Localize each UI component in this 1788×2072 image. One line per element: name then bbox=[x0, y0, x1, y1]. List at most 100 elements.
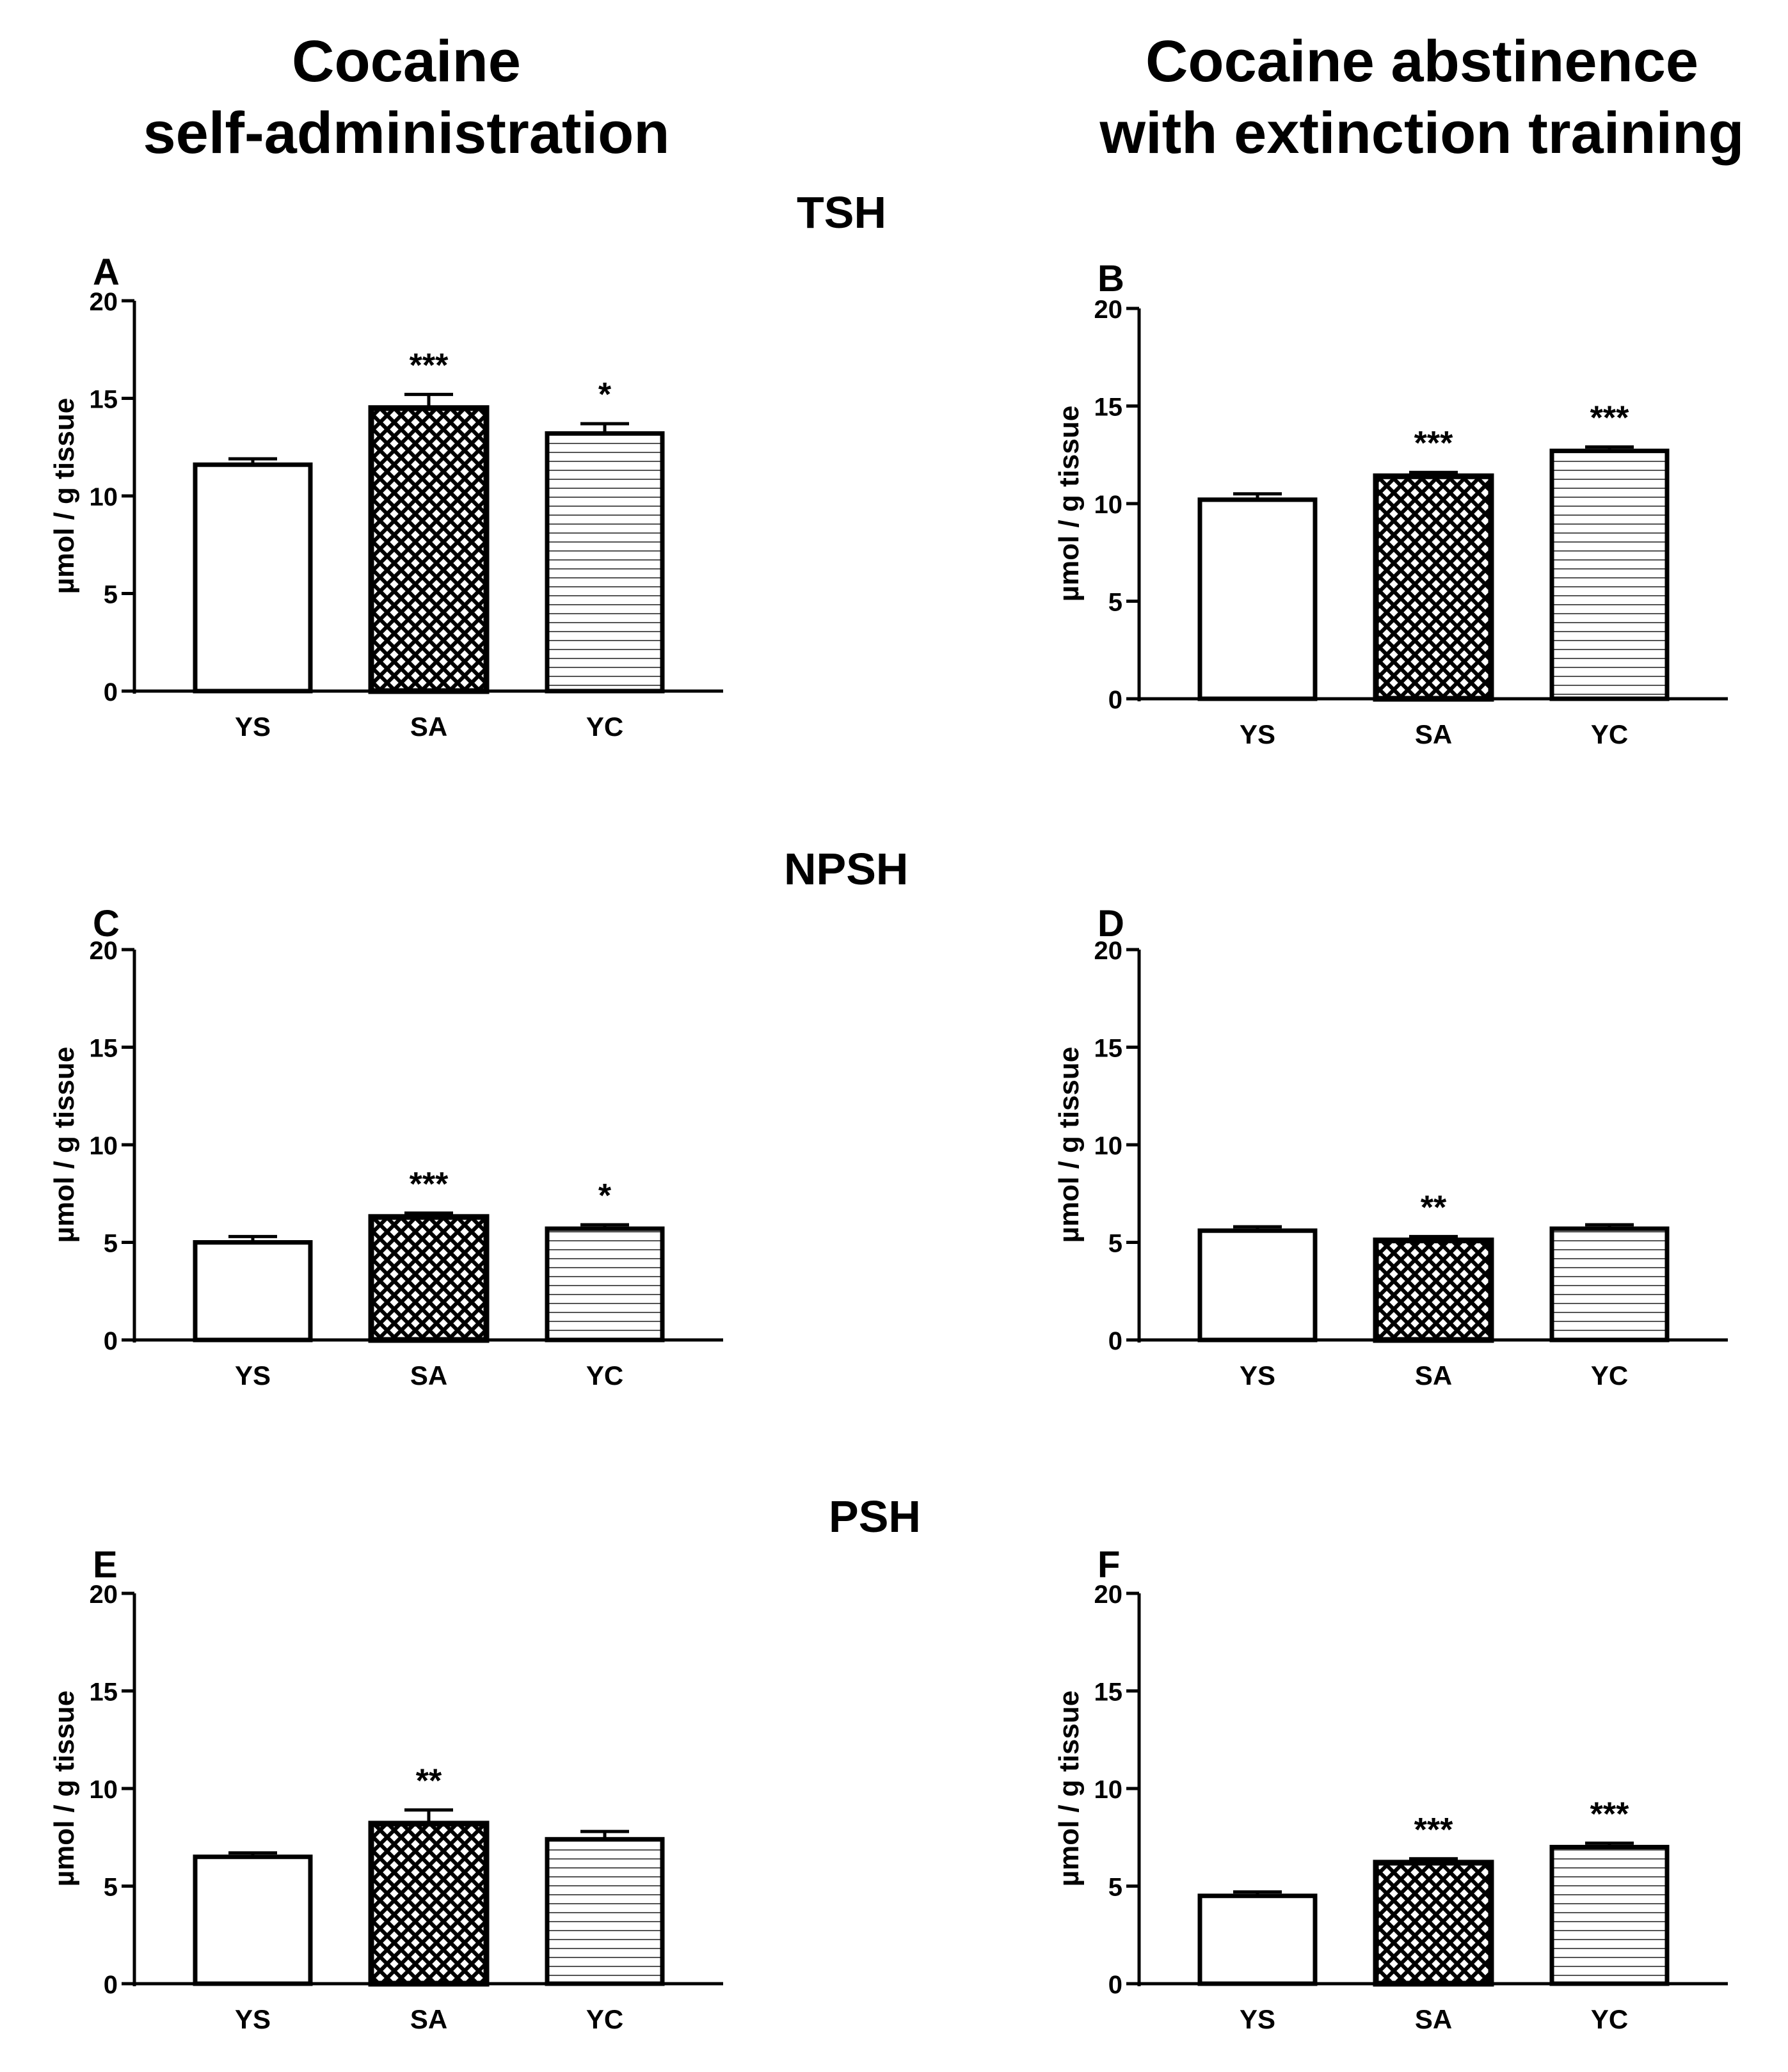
x-tick-label-f-ys: YS bbox=[1240, 2004, 1275, 2034]
x-tick-label-e-sa: SA bbox=[410, 2004, 447, 2034]
y-tick-label-e-3: 15 bbox=[90, 1678, 118, 1707]
y-tick-label-a-2: 10 bbox=[90, 483, 118, 511]
y-tick-label-d-3: 15 bbox=[1094, 1035, 1123, 1063]
x-tick-label-c-yc: YC bbox=[586, 1360, 623, 1391]
y-tick-label-e-1: 5 bbox=[104, 1874, 118, 1902]
bar-b-yc bbox=[1549, 449, 1670, 701]
panel-letter-e: E bbox=[93, 1544, 118, 1586]
bar-a-sa bbox=[368, 405, 490, 694]
panel-letter-a: A bbox=[93, 251, 120, 293]
column-title-left: Cocaine self-administration bbox=[70, 26, 742, 169]
x-tick-label-d-sa: SA bbox=[1415, 1360, 1452, 1391]
significance-f-sa: *** bbox=[1414, 1812, 1453, 1849]
y-tick-label-c-0: 0 bbox=[104, 1327, 118, 1355]
y-axis-label-a: µmol / g tissue bbox=[49, 398, 80, 594]
y-tick-label-f-1: 5 bbox=[1108, 1874, 1122, 1902]
x-tick-label-a-sa: SA bbox=[410, 712, 447, 742]
x-tick-label-b-yc: YC bbox=[1591, 719, 1628, 749]
x-tick-label-f-sa: SA bbox=[1415, 2004, 1452, 2034]
bar-f-ys bbox=[1197, 1893, 1318, 1986]
column-title-right-line2: with extinction training bbox=[1099, 100, 1744, 166]
x-tick-label-c-sa: SA bbox=[410, 1360, 447, 1391]
y-tick-label-f-2: 10 bbox=[1094, 1776, 1123, 1804]
y-axis-label-c: µmol / g tissue bbox=[49, 1047, 80, 1243]
y-tick-label-d-1: 5 bbox=[1108, 1230, 1122, 1258]
y-tick-label-f-3: 15 bbox=[1094, 1678, 1123, 1707]
y-tick-label-d-2: 10 bbox=[1094, 1132, 1123, 1160]
row-title-tsh: TSH bbox=[797, 187, 886, 237]
y-tick-label-b-2: 10 bbox=[1094, 491, 1123, 519]
y-tick-label-e-0: 0 bbox=[104, 1971, 118, 1999]
x-tick-label-d-yc: YC bbox=[1591, 1360, 1628, 1391]
significance-b-sa: *** bbox=[1414, 425, 1453, 462]
bar-c-ys bbox=[193, 1240, 313, 1343]
significance-b-yc: *** bbox=[1590, 400, 1629, 437]
x-tick-label-e-yc: YC bbox=[586, 2004, 623, 2034]
y-tick-label-b-0: 0 bbox=[1108, 686, 1122, 714]
y-tick-label-a-1: 5 bbox=[104, 581, 118, 609]
y-tick-label-f-0: 0 bbox=[1108, 1971, 1122, 1999]
bar-d-yc bbox=[1549, 1226, 1670, 1343]
bar-e-yc bbox=[545, 1837, 665, 1986]
y-tick-label-c-3: 15 bbox=[90, 1035, 118, 1063]
x-tick-label-e-ys: YS bbox=[235, 2004, 271, 2034]
panel-letter-f: F bbox=[1098, 1544, 1120, 1586]
significance-c-sa: *** bbox=[410, 1166, 449, 1203]
x-tick-label-d-ys: YS bbox=[1240, 1360, 1275, 1391]
y-axis-label-e: µmol / g tissue bbox=[49, 1691, 80, 1887]
y-tick-label-e-2: 10 bbox=[90, 1776, 118, 1804]
x-tick-label-c-ys: YS bbox=[235, 1360, 271, 1391]
x-tick-label-b-ys: YS bbox=[1240, 719, 1275, 749]
y-tick-label-b-4: 20 bbox=[1094, 296, 1123, 324]
panel-letter-c: C bbox=[93, 903, 120, 944]
significance-a-sa: *** bbox=[410, 347, 449, 384]
bar-d-ys bbox=[1197, 1228, 1318, 1343]
y-tick-label-b-3: 15 bbox=[1094, 394, 1123, 422]
panel-letter-b: B bbox=[1098, 258, 1124, 299]
y-tick-label-d-0: 0 bbox=[1108, 1327, 1122, 1355]
bar-b-ys bbox=[1197, 497, 1318, 701]
y-tick-label-a-3: 15 bbox=[90, 386, 118, 414]
y-tick-label-c-2: 10 bbox=[90, 1132, 118, 1160]
significance-a-yc: * bbox=[598, 376, 612, 413]
y-tick-label-e-4: 20 bbox=[90, 1581, 118, 1609]
bar-c-sa bbox=[368, 1214, 490, 1343]
bar-c-yc bbox=[545, 1226, 665, 1343]
significance-d-sa: ** bbox=[1421, 1189, 1447, 1226]
y-tick-label-a-4: 20 bbox=[90, 288, 118, 316]
x-tick-label-f-yc: YC bbox=[1591, 2004, 1628, 2034]
row-title-psh: PSH bbox=[829, 1492, 921, 1542]
y-tick-label-a-0: 0 bbox=[104, 678, 118, 706]
bar-e-sa bbox=[368, 1821, 490, 1987]
column-title-right: Cocaine abstinence with extinction train… bbox=[1056, 26, 1788, 169]
y-tick-label-c-1: 5 bbox=[104, 1230, 118, 1258]
y-tick-label-d-4: 20 bbox=[1094, 937, 1123, 965]
x-tick-label-a-yc: YC bbox=[586, 712, 623, 742]
y-axis-label-f: µmol / g tissue bbox=[1053, 1691, 1085, 1887]
column-title-left-line2: self-administration bbox=[143, 100, 670, 166]
bar-f-yc bbox=[1549, 1845, 1670, 1986]
bar-f-sa bbox=[1373, 1860, 1494, 1987]
y-tick-label-b-1: 5 bbox=[1108, 589, 1122, 617]
bar-b-sa bbox=[1373, 473, 1494, 702]
significance-e-sa: ** bbox=[416, 1763, 442, 1800]
y-axis-label-b: µmol / g tissue bbox=[1053, 406, 1085, 602]
bar-e-ys bbox=[193, 1854, 313, 1986]
significance-c-yc: * bbox=[598, 1177, 612, 1215]
x-tick-label-b-sa: SA bbox=[1415, 719, 1452, 749]
y-tick-label-f-4: 20 bbox=[1094, 1581, 1123, 1609]
y-axis-label-d: µmol / g tissue bbox=[1053, 1047, 1085, 1243]
x-tick-label-a-ys: YS bbox=[235, 712, 271, 742]
y-tick-label-c-4: 20 bbox=[90, 937, 118, 965]
row-title-npsh: NPSH bbox=[784, 844, 909, 894]
panel-letter-d: D bbox=[1098, 903, 1124, 944]
significance-f-yc: *** bbox=[1590, 1796, 1629, 1833]
bar-a-yc bbox=[545, 431, 665, 694]
